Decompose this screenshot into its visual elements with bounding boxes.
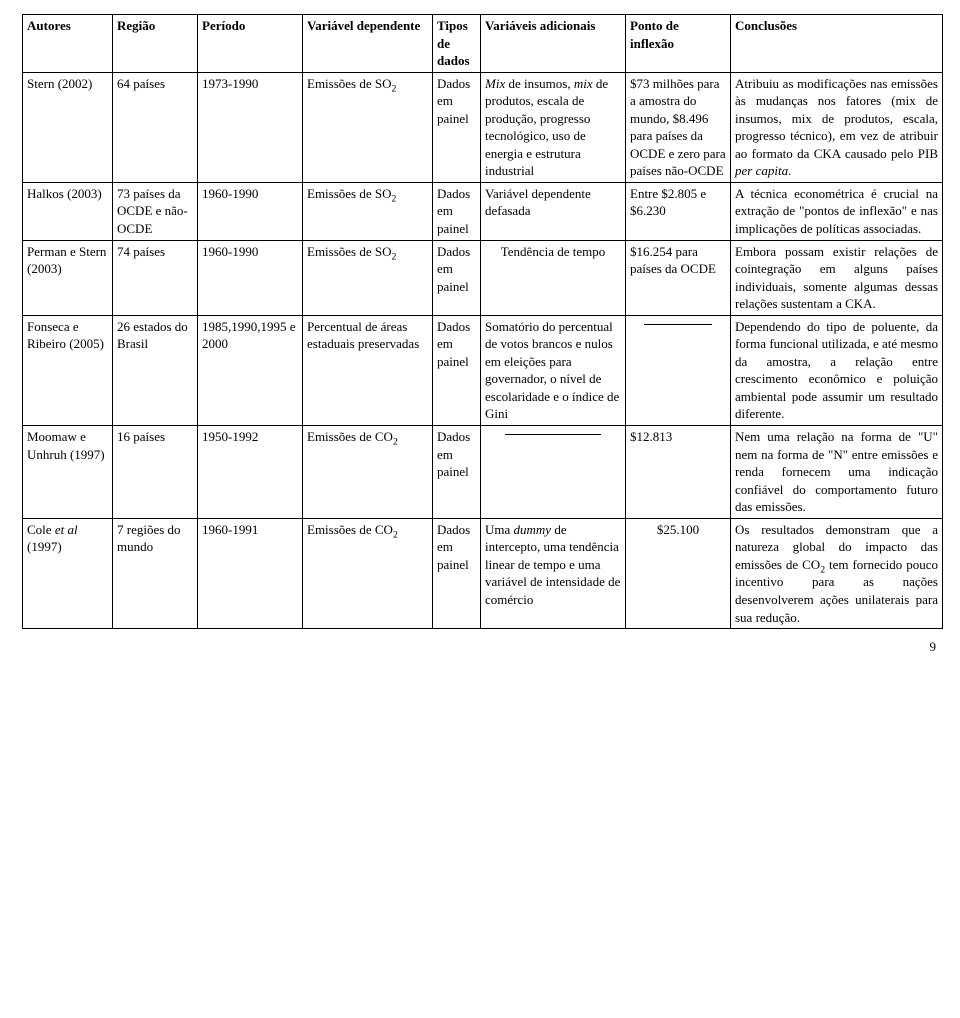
blank-line <box>644 324 711 325</box>
cell-autores: Halkos (2003) <box>23 182 113 240</box>
var-mid: de insumos, <box>505 76 574 91</box>
header-row: Autores Região Período Variável dependen… <box>23 15 943 73</box>
cell-variavel-dep: Emissões de CO2 <box>303 518 433 628</box>
table-row: Stern (2002) 64 países 1973-1990 Emissõe… <box>23 72 943 182</box>
cell-variaveis <box>481 426 626 519</box>
cell-tipos: Dados em painel <box>433 426 481 519</box>
header-conclusoes: Conclusões <box>731 15 943 73</box>
var-it2: mix <box>574 76 593 91</box>
header-autores: Autores <box>23 15 113 73</box>
cell-conclusoes: Nem uma relação na forma de "U" nem na f… <box>731 426 943 519</box>
table-row: Cole et al (1997) 7 regiões do mundo 196… <box>23 518 943 628</box>
header-variavel-dep: Variável dependente <box>303 15 433 73</box>
cell-ponto: $16.254 para países da OCDE <box>626 240 731 315</box>
cell-conclusoes: Dependendo do tipo de poluente, da forma… <box>731 315 943 425</box>
cell-autores: Cole et al (1997) <box>23 518 113 628</box>
var-post: de produtos, escala de produção, progres… <box>485 76 608 179</box>
vd-sub: 2 <box>393 529 398 540</box>
cell-tipos: Dados em painel <box>433 315 481 425</box>
cell-autores: Moomaw e Unhruh (1997) <box>23 426 113 519</box>
header-periodo: Período <box>198 15 303 73</box>
var-it3: dummy <box>514 522 552 537</box>
cell-tipos: Dados em painel <box>433 518 481 628</box>
cell-tipos: Dados em painel <box>433 182 481 240</box>
cell-autores: Fonseca e Ribeiro (2005) <box>23 315 113 425</box>
cell-regiao: 64 países <box>113 72 198 182</box>
cell-conclusoes: Os resultados demonstram que a natureza … <box>731 518 943 628</box>
aut-pre: Cole <box>27 522 55 537</box>
vd-sub: 2 <box>392 251 397 262</box>
vd-sub: 2 <box>392 83 397 94</box>
cell-periodo: 1960-1990 <box>198 240 303 315</box>
blank-line <box>505 434 600 435</box>
var-it1: Mix <box>485 76 505 91</box>
header-ponto: Ponto de inflexão <box>626 15 731 73</box>
cell-ponto: Entre $2.805 e $6.230 <box>626 182 731 240</box>
cell-conclusoes: Atribuiu as modificações nas emissões às… <box>731 72 943 182</box>
cell-variaveis: Variável dependente defasada <box>481 182 626 240</box>
cell-periodo: 1973-1990 <box>198 72 303 182</box>
conc-post: . <box>788 163 791 178</box>
aut-it: et al <box>55 522 78 537</box>
table-row: Perman e Stern (2003) 74 países 1960-199… <box>23 240 943 315</box>
vd-text: Emissões de SO <box>307 76 392 91</box>
cell-autores: Perman e Stern (2003) <box>23 240 113 315</box>
table-row: Fonseca e Ribeiro (2005) 26 estados do B… <box>23 315 943 425</box>
cell-variavel-dep: Emissões de SO2 <box>303 240 433 315</box>
vd-text: Emissões de CO <box>307 522 393 537</box>
cell-autores: Stern (2002) <box>23 72 113 182</box>
cell-periodo: 1950-1992 <box>198 426 303 519</box>
cell-variavel-dep: Percentual de áreas estaduais preservada… <box>303 315 433 425</box>
cell-ponto: $12.813 <box>626 426 731 519</box>
cell-ponto <box>626 315 731 425</box>
cell-tipos: Dados em painel <box>433 240 481 315</box>
cell-ponto: $73 milhões para a amostra do mundo, $8.… <box>626 72 731 182</box>
cell-conclusoes: Embora possam existir relações de cointe… <box>731 240 943 315</box>
vd-sub: 2 <box>393 437 398 448</box>
cell-variavel-dep: Emissões de SO2 <box>303 72 433 182</box>
cell-regiao: 73 países da OCDE e não-OCDE <box>113 182 198 240</box>
vd-text: Emissões de SO <box>307 186 392 201</box>
vd-sub: 2 <box>392 194 397 205</box>
conc-pre: Atribuiu as modificações nas emissões às… <box>735 76 938 161</box>
data-table: Autores Região Período Variável dependen… <box>22 14 943 629</box>
cell-regiao: 74 países <box>113 240 198 315</box>
header-regiao: Região <box>113 15 198 73</box>
cell-periodo: 1960-1990 <box>198 182 303 240</box>
cell-regiao: 16 países <box>113 426 198 519</box>
cell-variaveis: Mix de insumos, mix de produtos, escala … <box>481 72 626 182</box>
cell-ponto: $25.100 <box>626 518 731 628</box>
cell-regiao: 26 estados do Brasil <box>113 315 198 425</box>
cell-tipos: Dados em painel <box>433 72 481 182</box>
header-variaveis-adic: Variáveis adicionais <box>481 15 626 73</box>
cell-periodo: 1960-1991 <box>198 518 303 628</box>
table-row: Halkos (2003) 73 países da OCDE e não-OC… <box>23 182 943 240</box>
header-tipos: Tipos de dados <box>433 15 481 73</box>
cell-variaveis: Tendência de tempo <box>481 240 626 315</box>
cell-variaveis: Uma dummy de intercepto, uma tendência l… <box>481 518 626 628</box>
cell-variaveis: Somatório do percentual de votos brancos… <box>481 315 626 425</box>
conc-it: per capita <box>735 163 788 178</box>
var-pre2: Uma <box>485 522 514 537</box>
cell-regiao: 7 regiões do mundo <box>113 518 198 628</box>
vd-text: Emissões de SO <box>307 244 392 259</box>
table-row: Moomaw e Unhruh (1997) 16 países 1950-19… <box>23 426 943 519</box>
cell-variavel-dep: Emissões de SO2 <box>303 182 433 240</box>
cell-conclusoes: A técnica econométrica é crucial na extr… <box>731 182 943 240</box>
vd-text: Emissões de CO <box>307 429 393 444</box>
page-number: 9 <box>22 639 938 655</box>
cell-variavel-dep: Emissões de CO2 <box>303 426 433 519</box>
cell-periodo: 1985,1990,1995 e 2000 <box>198 315 303 425</box>
aut-post: (1997) <box>27 539 62 554</box>
